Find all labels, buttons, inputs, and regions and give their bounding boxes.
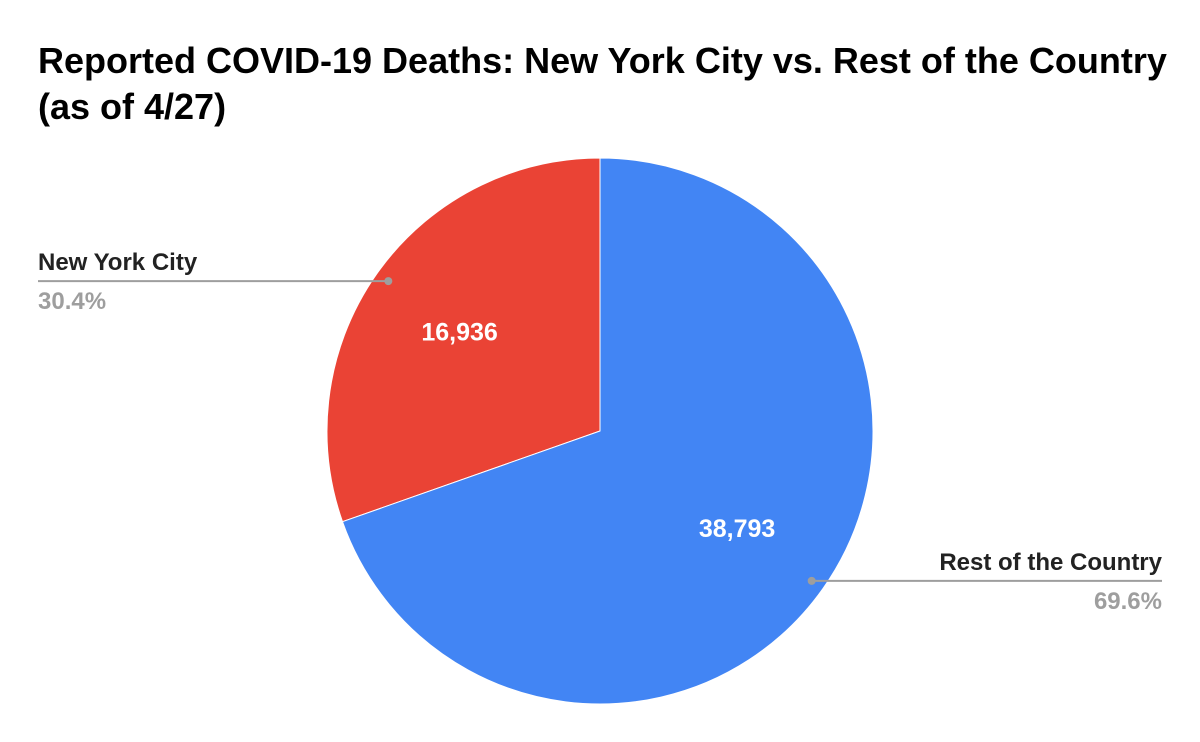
value-label-rest-of-the-country: 38,793 (699, 515, 775, 543)
value-label-new-york-city: 16,936 (421, 319, 497, 347)
pie-slice-new-york-city (326, 157, 601, 523)
rest-of-the-country-percent-label: 69.6% (1094, 588, 1162, 615)
new-york-city-percent-label: 30.4% (38, 288, 106, 315)
pie-labels: 16,936 38,793 New York City 30.4% Rest of th… (38, 249, 1163, 615)
pie-slice-rest-of-the-country (341, 157, 874, 705)
pie-slices (326, 157, 874, 705)
new-york-city-category-label: New York City (38, 249, 198, 276)
rest-of-the-country-category-label: Rest of the Country (939, 549, 1162, 576)
chart-title: Reported COVID-19 Deaths: New York City … (38, 40, 1167, 127)
